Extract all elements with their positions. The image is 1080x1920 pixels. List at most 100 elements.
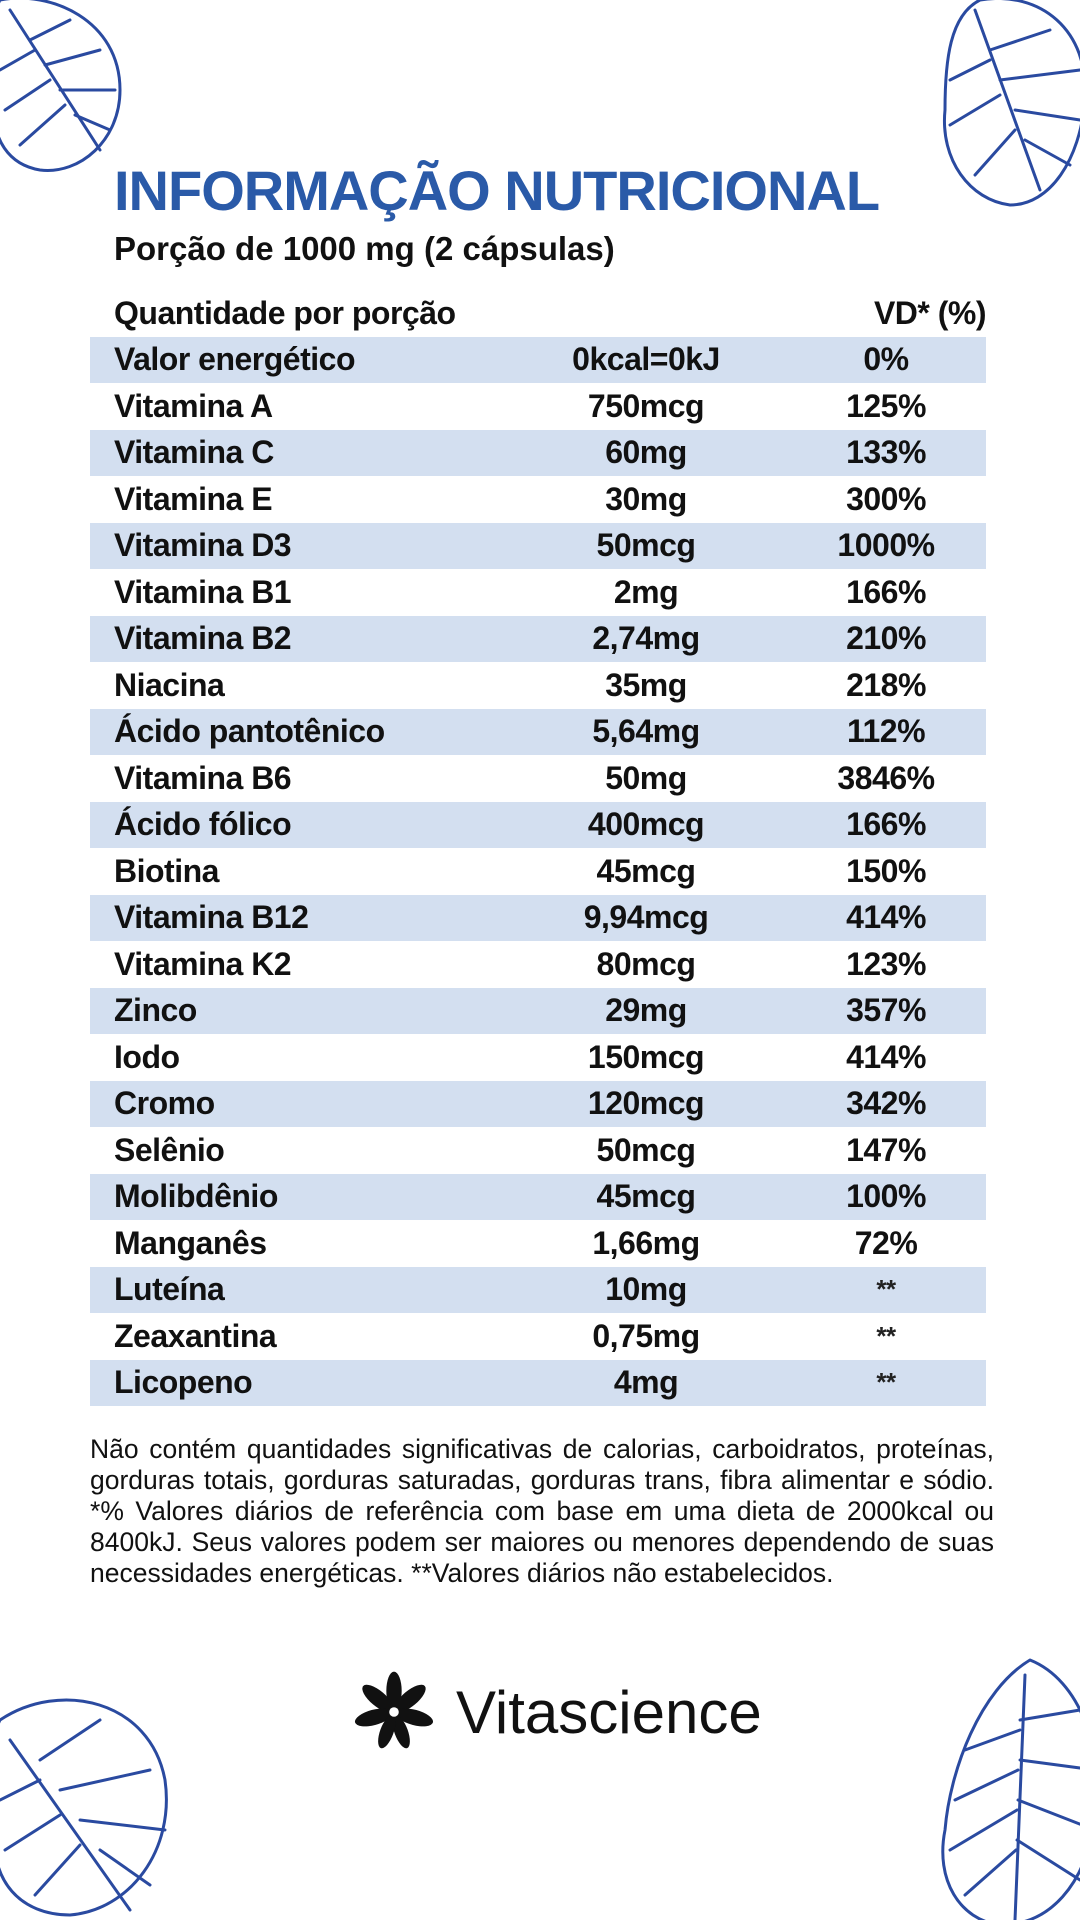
monstera-leaf-illustration <box>941 1658 1080 1920</box>
nutrient-daily-value: 123% <box>846 945 926 982</box>
table-row: Zinco 29mg 357% <box>90 987 986 1034</box>
nutrient-name: Vitamina E <box>114 480 273 517</box>
table-row: Luteína 10mg ** <box>90 1266 986 1313</box>
nutrient-amount: 80mcg <box>596 945 696 982</box>
nutrient-name: Zinco <box>114 992 197 1029</box>
header-vd-label: VD* (%) <box>873 294 987 331</box>
nutrient-daily-value: 3846% <box>837 759 935 796</box>
table-row: Licopeno 4mg ** <box>90 1359 986 1406</box>
nutrient-daily-value: 218% <box>846 666 926 703</box>
nutrient-daily-value: 414% <box>846 1038 926 1075</box>
nutrient-name: Vitamina B12 <box>114 899 309 936</box>
nutrient-amount: 4mg <box>613 1364 679 1401</box>
nutrient-name: Selênio <box>114 1131 225 1168</box>
vitascience-leaves-icon <box>354 1671 434 1749</box>
nutrient-daily-value: 300% <box>846 480 926 517</box>
table-row: Zeaxantina 0,75mg ** <box>90 1313 986 1360</box>
page-title: INFORMAÇÃO NUTRICIONAL <box>114 159 880 222</box>
nutrient-amount: 10mg <box>605 1271 687 1308</box>
nutrient-name: Luteína <box>114 1271 225 1308</box>
table-row: Niacina 35mg 218% <box>90 662 986 709</box>
nutrient-amount: 150mcg <box>587 1038 705 1075</box>
nutrient-daily-value: 133% <box>846 434 926 471</box>
nutrient-name: Vitamina K2 <box>114 945 292 982</box>
nutrient-amount: 50mcg <box>596 527 696 564</box>
nutrient-daily-value: 100% <box>846 1178 926 1215</box>
monstera-leaf-illustration <box>0 1698 168 1917</box>
nutrient-daily-value: 72% <box>854 1224 918 1261</box>
nutrient-daily-value: ** <box>876 1274 896 1305</box>
nutrient-name: Licopeno <box>114 1364 253 1401</box>
nutrient-daily-value: 357% <box>846 992 926 1029</box>
table-row: Ácido fólico 400mcg 166% <box>90 801 986 848</box>
nutrient-amount: 1,66mg <box>592 1224 700 1261</box>
nutrient-daily-value: 147% <box>846 1131 926 1168</box>
nutrient-amount: 50mcg <box>596 1131 696 1168</box>
table-row: Valor energético 0kcal=0kJ 0% <box>90 336 986 383</box>
monstera-leaf-illustration <box>942 0 1080 207</box>
nutrient-amount: 29mg <box>605 992 687 1029</box>
table-row: Vitamina B2 2,74mg 210% <box>90 615 986 662</box>
nutrient-name: Ácido fólico <box>114 806 292 843</box>
nutrient-amount: 120mcg <box>587 1085 705 1122</box>
table-row: Vitamina B6 50mg 3846% <box>90 755 986 802</box>
table-row: Ácido pantotênico 5,64mg 112% <box>90 708 986 755</box>
table-row: Vitamina A 750mcg 125% <box>90 383 986 430</box>
table-row: Selênio 50mcg 147% <box>90 1127 986 1174</box>
nutrient-daily-value: ** <box>876 1367 896 1398</box>
nutrient-daily-value: 112% <box>846 713 926 750</box>
nutrient-daily-value: 1000% <box>837 527 935 564</box>
nutrient-amount: 35mg <box>605 666 687 703</box>
table-body: Valor energético 0kcal=0kJ 0% Vitamina A 750… <box>90 336 986 1406</box>
table-row: Cromo 120mcg 342% <box>90 1080 986 1127</box>
nutrition-table: Quantidade por porção VD* (%) Valor ener… <box>90 290 987 1406</box>
nutrient-name: Ácido pantotênico <box>114 713 385 750</box>
table-row: Vitamina K2 80mcg 123% <box>90 941 986 988</box>
nutrient-amount: 2mg <box>613 573 679 610</box>
nutrient-daily-value: 0% <box>863 341 909 378</box>
nutrient-name: Molibdênio <box>114 1178 278 1215</box>
table-row: Vitamina C 60mg 133% <box>90 429 986 476</box>
nutrient-amount: 45mcg <box>596 852 696 889</box>
nutrient-daily-value: 414% <box>846 899 926 936</box>
nutrient-daily-value: 150% <box>846 852 926 889</box>
table-row: Manganês 1,66mg 72% <box>90 1220 986 1267</box>
nutrient-name: Niacina <box>114 666 225 703</box>
nutrient-amount: 5,64mg <box>592 713 700 750</box>
footnote: Não contém quantidades significativas de… <box>90 1434 994 1588</box>
nutrient-name: Vitamina A <box>114 387 273 424</box>
table-row: Iodo 150mcg 414% <box>90 1034 986 1081</box>
nutrient-daily-value: ** <box>876 1320 896 1351</box>
brand-name: Vitascience <box>456 1678 762 1746</box>
nutrient-name: Manganês <box>114 1224 267 1261</box>
nutrient-name: Iodo <box>114 1038 180 1075</box>
serving-size: Porção de 1000 mg (2 cápsulas) <box>114 230 615 267</box>
nutrient-amount: 60mg <box>605 434 687 471</box>
nutrient-daily-value: 210% <box>846 620 926 657</box>
table-header: Quantidade por porção VD* (%) <box>90 290 987 337</box>
nutrient-name: Valor energético <box>114 341 355 378</box>
nutrient-amount: 50mg <box>605 759 687 796</box>
table-row: Vitamina D3 50mcg 1000% <box>90 522 986 569</box>
nutrient-name: Biotina <box>114 852 219 889</box>
nutrient-daily-value: 342% <box>846 1085 926 1122</box>
nutrient-name: Zeaxantina <box>114 1317 277 1354</box>
nutrient-amount: 0kcal=0kJ <box>572 341 720 378</box>
nutrient-name: Vitamina B6 <box>114 759 292 796</box>
nutrient-name: Vitamina D3 <box>114 527 292 564</box>
table-row: Biotina 45mcg 150% <box>90 848 986 895</box>
nutrient-daily-value: 166% <box>846 806 926 843</box>
nutrient-name: Vitamina B1 <box>114 573 292 610</box>
table-row: Vitamina B12 9,94mcg 414% <box>90 894 986 941</box>
nutrient-name: Vitamina B2 <box>114 620 292 657</box>
nutrient-daily-value: 166% <box>846 573 926 610</box>
nutrient-amount: 45mcg <box>596 1178 696 1215</box>
table-row: Molibdênio 45mcg 100% <box>90 1173 986 1220</box>
nutrient-name: Cromo <box>114 1085 215 1122</box>
nutrient-amount: 750mcg <box>587 387 705 424</box>
nutrient-name: Vitamina C <box>114 434 274 471</box>
brand-logo: Vitascience <box>346 1664 762 1760</box>
nutrient-amount: 9,94mcg <box>583 899 709 936</box>
nutrient-daily-value: 125% <box>846 387 926 424</box>
nutrient-amount: 0,75mg <box>592 1317 700 1354</box>
